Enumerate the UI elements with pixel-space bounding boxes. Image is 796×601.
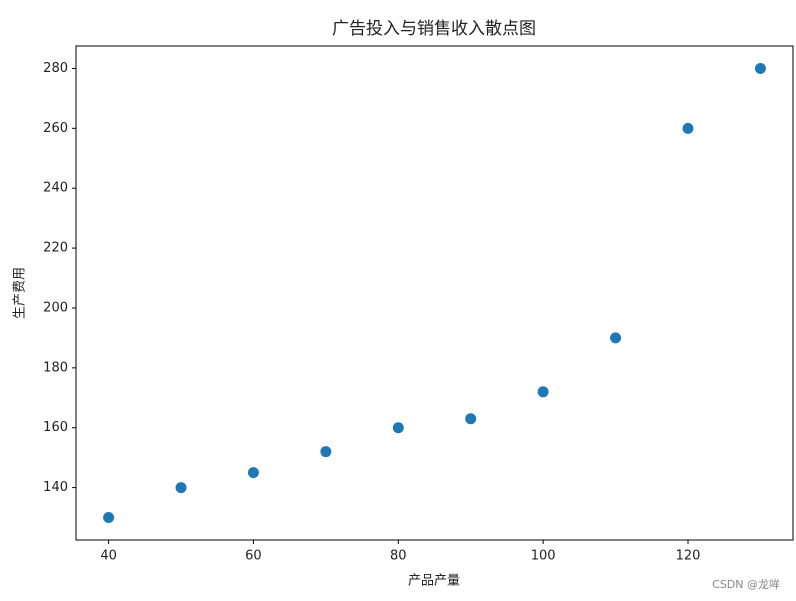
scatter-point <box>465 413 477 425</box>
y-tick-label: 280 <box>43 61 68 76</box>
x-tick-label: 120 <box>676 549 701 564</box>
scatter-point <box>320 446 332 458</box>
x-tick-label: 40 <box>100 549 117 564</box>
x-tick-label: 100 <box>531 549 556 564</box>
scatter-point <box>610 332 622 344</box>
scatter-point <box>175 482 187 494</box>
x-tick-label: 60 <box>245 549 262 564</box>
y-tick-label: 240 <box>43 181 68 196</box>
scatter-point <box>103 512 115 524</box>
scatter-point <box>247 467 259 479</box>
y-axis-label: 生产费用 <box>13 267 28 319</box>
y-tick-label: 160 <box>43 420 68 435</box>
watermark: CSDN @龙哞 <box>712 577 780 591</box>
x-axis-label: 产品产量 <box>408 574 460 589</box>
y-tick-label: 220 <box>43 241 68 256</box>
chart-title: 广告投入与销售收入散点图 <box>332 19 536 39</box>
scatter-point <box>537 386 549 398</box>
plot-frame <box>75 45 794 541</box>
y-tick-label: 180 <box>43 360 68 375</box>
scatter-point <box>754 62 766 74</box>
scatter-point <box>392 422 404 434</box>
y-tick-label: 140 <box>43 480 68 495</box>
y-tick-label: 260 <box>43 121 68 136</box>
x-tick-label: 80 <box>390 549 407 564</box>
y-tick-label: 200 <box>43 300 68 315</box>
scatter-point <box>682 122 694 134</box>
